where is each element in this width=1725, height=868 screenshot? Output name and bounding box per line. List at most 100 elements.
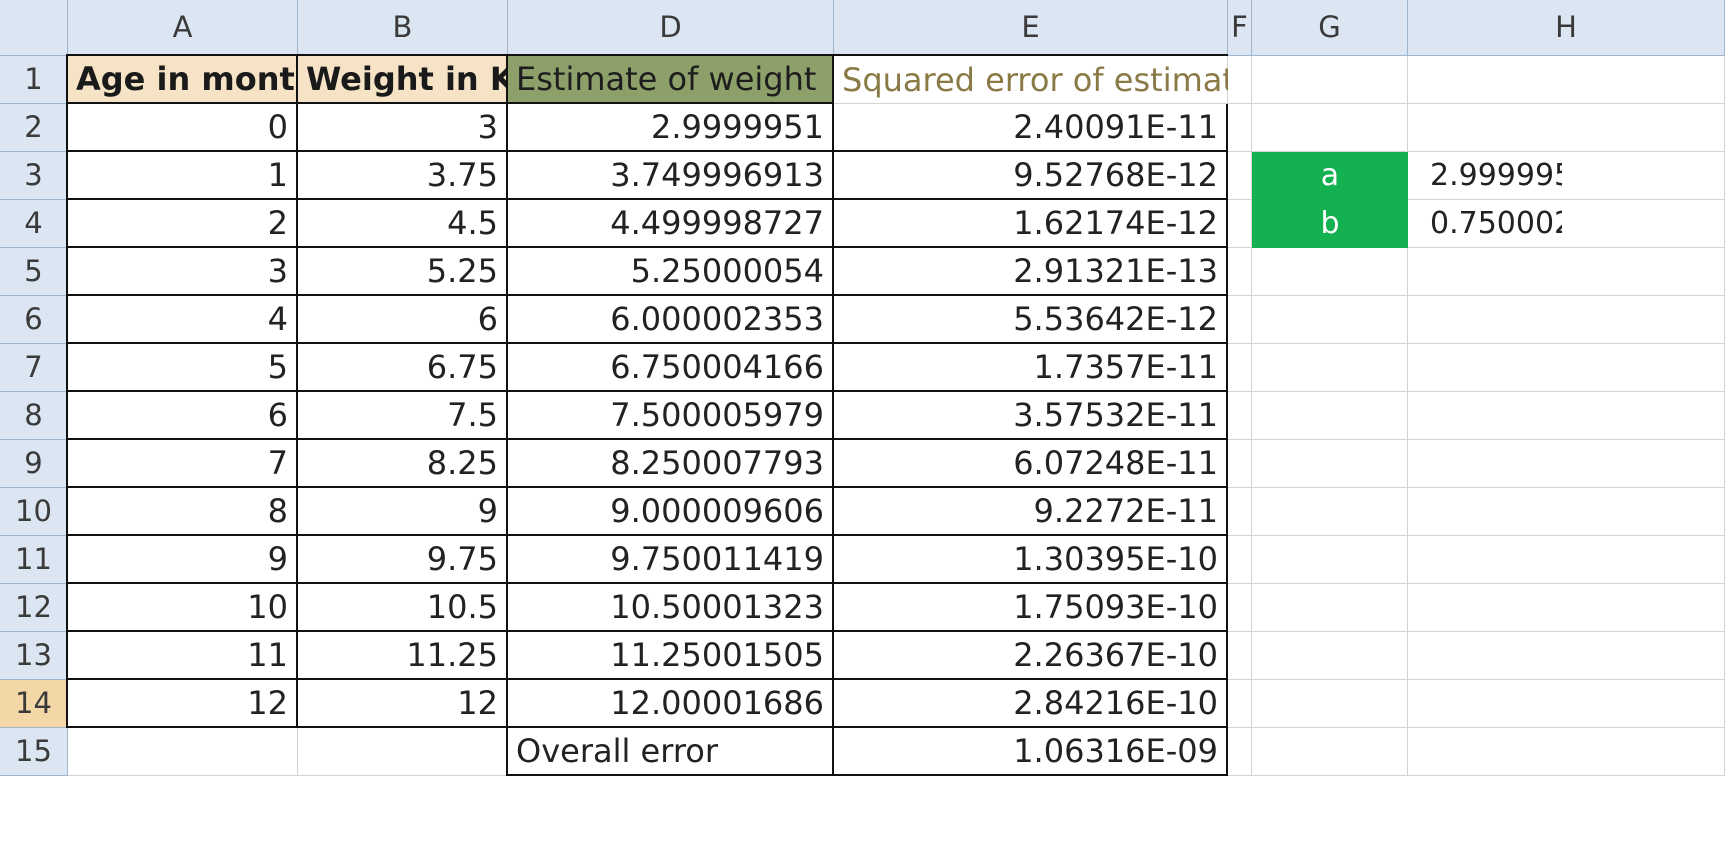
column-header-e[interactable]: E [834,0,1228,56]
data-cell[interactable]: 9.000009606 [508,488,834,536]
data-cell[interactable]: 1.30395E-10 [834,536,1228,584]
data-cell[interactable]: 1.62174E-12 [834,200,1228,248]
data-cell[interactable]: 2.84216E-10 [834,680,1228,728]
cell-g9[interactable] [1252,440,1408,488]
header-weight-in-kg[interactable]: Weight in KG [298,56,508,104]
data-cell[interactable]: 3.749996913 [508,152,834,200]
data-cell[interactable]: 12 [298,680,508,728]
data-cell[interactable]: 10.5 [298,584,508,632]
row-header-9[interactable]: 9 [0,440,68,488]
cell-g10[interactable] [1252,488,1408,536]
column-header-h[interactable]: H [1408,0,1725,56]
select-all-corner[interactable] [0,0,68,56]
data-cell[interactable]: 10.50001323 [508,584,834,632]
data-cell[interactable]: 2 [68,200,298,248]
data-cell[interactable]: 7.5 [298,392,508,440]
cell-g8[interactable] [1252,392,1408,440]
data-cell[interactable]: 4 [68,296,298,344]
parameter-label-a[interactable]: a [1252,152,1408,200]
data-cell[interactable]: 9.750011419 [508,536,834,584]
column-header-d[interactable]: D [508,0,834,56]
data-cell[interactable]: 6.07248E-11 [834,440,1228,488]
row-header-8[interactable]: 8 [0,392,68,440]
cell-f4[interactable] [1228,200,1252,248]
cell-f1[interactable] [1228,56,1252,104]
cell-g5[interactable] [1252,248,1408,296]
data-cell[interactable]: 10 [68,584,298,632]
cell-f3[interactable] [1228,152,1252,200]
cell-h12[interactable] [1408,584,1725,632]
cell-f13[interactable] [1228,632,1252,680]
data-cell[interactable]: 5.53642E-12 [834,296,1228,344]
row-header-13[interactable]: 13 [0,632,68,680]
cell-b15[interactable] [298,728,508,776]
overall-error-value[interactable]: 1.06316E-09 [834,728,1228,776]
cell-g7[interactable] [1252,344,1408,392]
data-cell[interactable]: 12 [68,680,298,728]
data-cell[interactable]: 1.75093E-10 [834,584,1228,632]
column-header-g[interactable]: G [1252,0,1408,56]
row-header-12[interactable]: 12 [0,584,68,632]
row-header-3[interactable]: 3 [0,152,68,200]
data-cell[interactable]: 0 [68,104,298,152]
row-header-15[interactable]: 15 [0,728,68,776]
data-cell[interactable]: 9 [298,488,508,536]
cell-f11[interactable] [1228,536,1252,584]
cell-f5[interactable] [1228,248,1252,296]
data-cell[interactable]: 6.000002353 [508,296,834,344]
data-cell[interactable]: 5 [68,344,298,392]
data-cell[interactable]: 1.7357E-11 [834,344,1228,392]
cell-h14[interactable] [1408,680,1725,728]
cell-g15[interactable] [1252,728,1408,776]
cell-f8[interactable] [1228,392,1252,440]
cell-g14[interactable] [1252,680,1408,728]
data-cell[interactable]: 3.57532E-11 [834,392,1228,440]
header-age-in-months[interactable]: Age in months [68,56,298,104]
row-header-14[interactable]: 14 [0,680,68,728]
row-header-1[interactable]: 1 [0,56,68,104]
data-cell[interactable]: 12.00001686 [508,680,834,728]
data-cell[interactable]: 11.25001505 [508,632,834,680]
cell-h7[interactable] [1408,344,1725,392]
cell-g2[interactable] [1252,104,1408,152]
cell-h10[interactable] [1408,488,1725,536]
data-cell[interactable]: 4.499998727 [508,200,834,248]
cell-h13[interactable] [1408,632,1725,680]
row-header-7[interactable]: 7 [0,344,68,392]
data-cell[interactable]: 9.52768E-12 [834,152,1228,200]
data-cell[interactable]: 9 [68,536,298,584]
data-cell[interactable]: 2.9999951 [508,104,834,152]
data-cell[interactable]: 6 [68,392,298,440]
cell-h15[interactable] [1408,728,1725,776]
parameter-value-a[interactable]: 2.999995 [1430,158,1562,193]
row-header-2[interactable]: 2 [0,104,68,152]
cell-h5[interactable] [1408,248,1725,296]
column-header-a[interactable]: A [68,0,298,56]
data-cell[interactable]: 9.75 [298,536,508,584]
cell-g11[interactable] [1252,536,1408,584]
data-cell[interactable]: 11 [68,632,298,680]
header-estimate-of-weight[interactable]: Estimate of weight [508,56,834,104]
data-cell[interactable]: 7.500005979 [508,392,834,440]
row-header-6[interactable]: 6 [0,296,68,344]
data-cell[interactable]: 3.75 [298,152,508,200]
data-cell[interactable]: 8.250007793 [508,440,834,488]
data-cell[interactable]: 5.25000054 [508,248,834,296]
data-cell[interactable]: 5.25 [298,248,508,296]
cell-h8[interactable] [1408,392,1725,440]
cell-f12[interactable] [1228,584,1252,632]
cell-h11[interactable] [1408,536,1725,584]
cell-f6[interactable] [1228,296,1252,344]
row-header-5[interactable]: 5 [0,248,68,296]
data-cell[interactable]: 2.26367E-10 [834,632,1228,680]
row-header-10[interactable]: 10 [0,488,68,536]
header-squared-error[interactable]: Squared error of estimate [842,61,1228,99]
cell-h9[interactable] [1408,440,1725,488]
parameter-label-b[interactable]: b [1252,200,1408,248]
data-cell[interactable]: 3 [68,248,298,296]
cell-g13[interactable] [1252,632,1408,680]
data-cell[interactable]: 3 [298,104,508,152]
data-cell[interactable]: 6.750004166 [508,344,834,392]
data-cell[interactable]: 1 [68,152,298,200]
data-cell[interactable]: 8 [68,488,298,536]
